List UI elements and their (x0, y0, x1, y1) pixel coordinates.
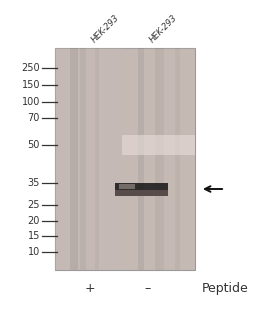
Text: 50: 50 (28, 140, 40, 150)
Bar (119, 184, 135, 189)
Bar (115, 190, 168, 196)
Text: 10: 10 (28, 247, 40, 257)
Bar (115, 183, 168, 196)
Bar (55, 48, 122, 270)
Bar (70, 48, 78, 270)
Text: 20: 20 (28, 216, 40, 226)
Text: 25: 25 (27, 200, 40, 210)
Text: 250: 250 (21, 63, 40, 73)
Bar (55, 48, 195, 270)
Bar (95, 48, 99, 270)
Text: –: – (145, 282, 151, 295)
Text: Peptide: Peptide (202, 282, 249, 295)
Bar (122, 135, 195, 155)
Text: 70: 70 (28, 113, 40, 123)
Bar (155, 48, 160, 270)
Bar (138, 48, 144, 270)
Text: +: + (85, 282, 95, 295)
Text: 35: 35 (28, 178, 40, 188)
Text: 100: 100 (22, 97, 40, 107)
Text: HEK-293: HEK-293 (148, 13, 179, 44)
Text: 15: 15 (28, 231, 40, 241)
Bar (175, 48, 180, 270)
Bar (122, 48, 195, 270)
Text: 150: 150 (22, 80, 40, 90)
Bar (160, 48, 164, 270)
Bar (80, 48, 86, 270)
Text: HEK-293: HEK-293 (90, 13, 121, 44)
